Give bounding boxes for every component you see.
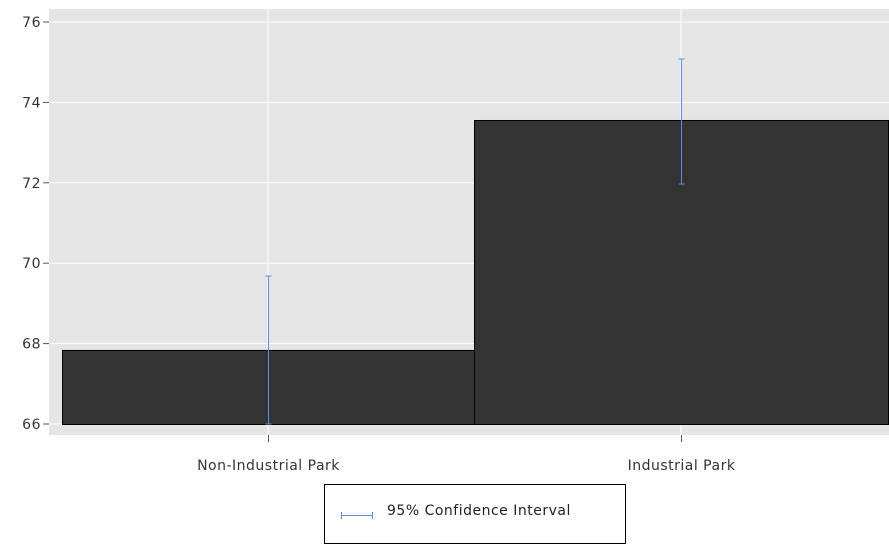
y-tick-label: 74 <box>22 95 41 111</box>
legend-label: 95% Confidence Interval <box>387 503 571 519</box>
x-tick-label: Non-Industrial Park <box>197 458 340 474</box>
y-tick-label: 76 <box>22 15 41 31</box>
legend-swatch-confidence-interval <box>341 512 373 519</box>
error-bar <box>265 275 272 425</box>
y-tick-label: 66 <box>22 417 41 433</box>
y-tick-label: 70 <box>22 256 41 272</box>
error-bar <box>678 58 685 185</box>
x-tick-label: Industrial Park <box>628 458 736 474</box>
legend: 95% Confidence Interval <box>324 484 626 544</box>
y-tick-label: 72 <box>22 176 41 192</box>
y-tick-label: 68 <box>22 337 41 353</box>
